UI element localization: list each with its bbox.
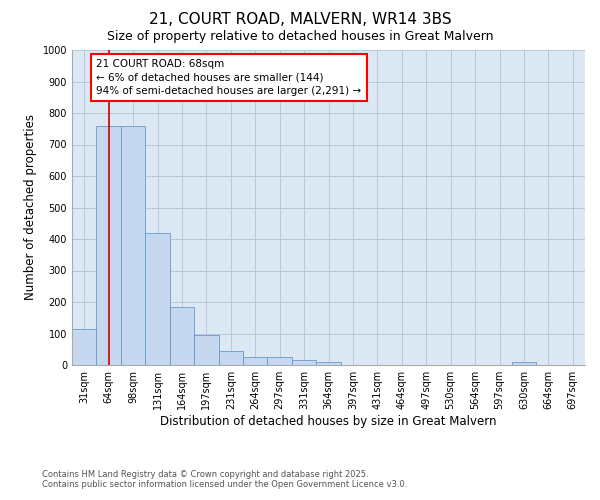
Y-axis label: Number of detached properties: Number of detached properties: [24, 114, 37, 300]
Text: Size of property relative to detached houses in Great Malvern: Size of property relative to detached ho…: [107, 30, 493, 43]
Text: 21 COURT ROAD: 68sqm
← 6% of detached houses are smaller (144)
94% of semi-detac: 21 COURT ROAD: 68sqm ← 6% of detached ho…: [97, 60, 362, 96]
Bar: [121, 126, 145, 365]
Bar: [243, 357, 268, 365]
Bar: [97, 126, 121, 365]
Bar: [145, 232, 170, 365]
Bar: [72, 329, 97, 365]
Text: 21, COURT ROAD, MALVERN, WR14 3BS: 21, COURT ROAD, MALVERN, WR14 3BS: [149, 12, 451, 28]
Bar: [194, 335, 218, 365]
Bar: [316, 362, 341, 365]
Bar: [512, 362, 536, 365]
Bar: [170, 306, 194, 365]
Bar: [218, 351, 243, 365]
Bar: [292, 360, 316, 365]
X-axis label: Distribution of detached houses by size in Great Malvern: Distribution of detached houses by size …: [160, 415, 497, 428]
Text: Contains HM Land Registry data © Crown copyright and database right 2025.
Contai: Contains HM Land Registry data © Crown c…: [42, 470, 407, 489]
Bar: [268, 357, 292, 365]
